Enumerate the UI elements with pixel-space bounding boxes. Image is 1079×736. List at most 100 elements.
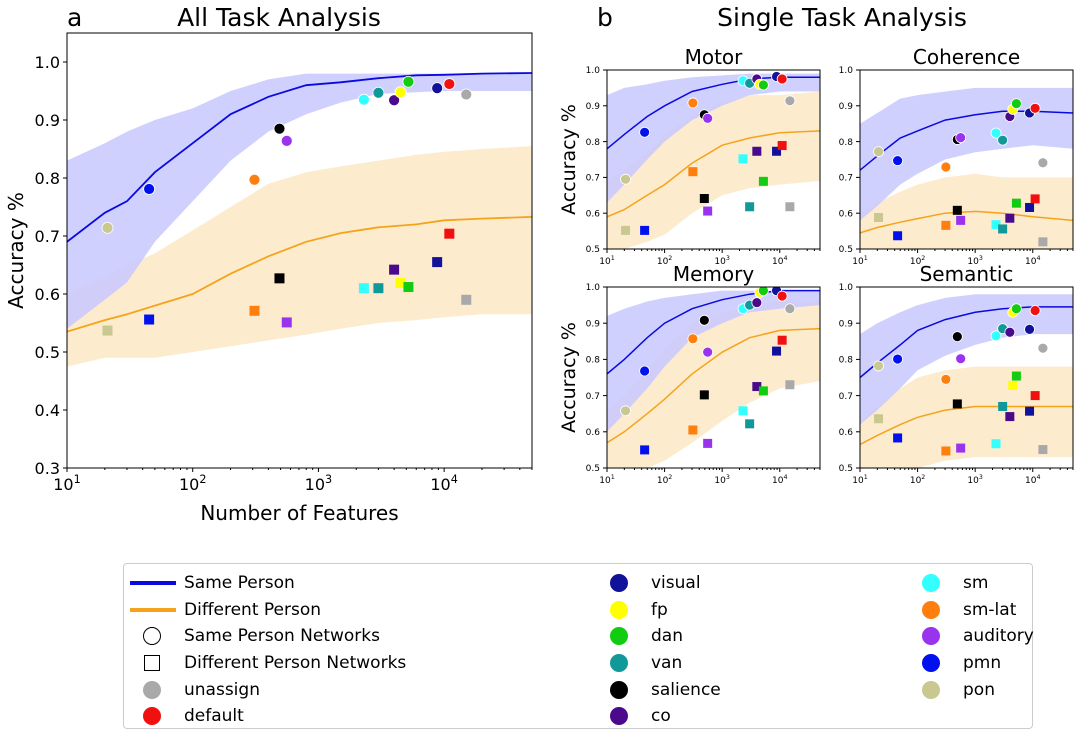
legend-item-sm: sm xyxy=(907,570,1034,597)
legend-label: pon xyxy=(963,679,995,700)
different-person-point-van xyxy=(745,419,755,429)
same-person-point-auditory xyxy=(702,346,714,358)
x-tick-label: 102 xyxy=(910,474,925,486)
panel-a-letter: a xyxy=(67,3,82,32)
different-person-point-co xyxy=(1005,412,1015,422)
legend-circle-swatch xyxy=(128,680,178,700)
x-tick-label: 103 xyxy=(305,473,332,494)
different-person-point-van xyxy=(373,283,384,294)
same-person-point-pon xyxy=(873,360,884,372)
same-person-point-auditory xyxy=(280,134,293,147)
y-tick-label: 0.5 xyxy=(586,464,600,474)
y-tick-label: 0.8 xyxy=(586,138,601,148)
x-axis-label: Number of Features xyxy=(200,501,398,525)
same-person-band xyxy=(67,73,532,329)
subplot-coherence: 0.5 0.6 0.7 0.8 0.9 1.0 101 102 103 104 Coherence xyxy=(839,45,1074,267)
different-person-band xyxy=(67,146,532,367)
legend: Same Person Different Person Same Person N… xyxy=(123,563,1034,730)
different-person-point-unassign xyxy=(461,294,472,305)
different-person-point-pon xyxy=(102,325,113,336)
legend-item-different-person: Different Person xyxy=(128,597,406,624)
different-person-line xyxy=(67,216,532,333)
different-person-point-auditory xyxy=(281,317,292,328)
y-tick-label: 0.9 xyxy=(839,319,854,329)
subplot-title: Coherence xyxy=(913,45,1020,69)
same-person-point-sm xyxy=(990,330,1002,342)
same-person-band xyxy=(860,87,1073,221)
different-person-point-sm-lat xyxy=(941,220,951,230)
same-person-point-default xyxy=(443,78,456,90)
different-person-point-unassign xyxy=(1038,445,1048,455)
different-person-point-default xyxy=(777,141,787,151)
same-person-line xyxy=(607,289,820,375)
same-person-point-pon xyxy=(620,405,631,417)
x-tick-label: 103 xyxy=(714,474,729,486)
legend-item-sm-lat: sm-lat xyxy=(907,597,1034,624)
legend-circle-swatch xyxy=(595,600,645,620)
different-person-point-default xyxy=(777,335,787,345)
same-person-point-unassign xyxy=(1037,342,1049,354)
x-tick-label: 101 xyxy=(599,474,614,486)
legend-label: auditory xyxy=(963,626,1034,647)
same-person-point-pon xyxy=(620,173,631,185)
different-person-point-visual xyxy=(1025,202,1035,212)
different-person-point-pon xyxy=(874,212,884,222)
same-person-point-default xyxy=(776,290,788,302)
different-person-point-visual xyxy=(772,346,782,356)
legend-label: sm-lat xyxy=(963,599,1017,620)
different-person-point-fp xyxy=(1008,380,1018,390)
different-person-point-dan xyxy=(758,386,768,396)
legend-circle-swatch xyxy=(907,573,957,593)
same-person-point-auditory xyxy=(955,353,967,365)
legend-item-auditory: auditory xyxy=(907,623,1034,650)
different-person-point-sm xyxy=(991,439,1001,449)
same-person-point-co xyxy=(751,297,763,308)
legend-circle-outline-swatch xyxy=(128,626,178,646)
y-axis-label: Accuracy % xyxy=(4,192,28,309)
x-tick-label: 104 xyxy=(772,474,787,486)
same-person-line xyxy=(860,306,1073,379)
legend-label: sm xyxy=(963,573,989,594)
different-person-point-default xyxy=(1030,194,1040,204)
legend-item-visual: visual xyxy=(595,570,721,597)
same-person-point-salience xyxy=(273,122,286,135)
same-person-point-auditory xyxy=(955,132,967,144)
different-person-point-sm-lat xyxy=(688,425,698,435)
different-person-point-auditory xyxy=(703,206,713,216)
different-person-point-salience xyxy=(952,205,962,215)
y-tick-label: 0.5 xyxy=(839,245,853,255)
different-person-point-sm-lat xyxy=(941,446,951,456)
same-person-point-sm-lat xyxy=(687,333,699,345)
legend-label: Different Person Networks xyxy=(184,653,407,674)
subplot-title: Semantic xyxy=(920,262,1014,286)
same-person-point-pon xyxy=(101,221,114,234)
legend-line-swatch xyxy=(128,600,178,620)
same-person-point-fp xyxy=(394,86,407,99)
same-person-point-dan xyxy=(757,287,769,297)
legend-item-pon: pon xyxy=(907,676,1034,703)
legend-label: default xyxy=(184,706,244,727)
same-person-line xyxy=(67,72,532,243)
different-person-point-pmn xyxy=(640,445,650,455)
x-tick-label: 104 xyxy=(772,255,787,267)
x-tick-label: 103 xyxy=(967,255,982,267)
y-tick-label: 0.7 xyxy=(839,392,853,402)
y-tick-label: 0.6 xyxy=(586,428,601,438)
legend-item-salience: salience xyxy=(595,676,721,703)
same-person-point-unassign xyxy=(1037,157,1049,169)
x-tick-label: 102 xyxy=(179,473,206,494)
legend-column-2: visual fp dan van salience co xyxy=(595,570,721,730)
different-person-point-visual xyxy=(1025,406,1035,416)
same-person-point-co xyxy=(388,94,401,107)
different-person-line xyxy=(607,130,820,218)
different-person-point-pmn xyxy=(893,433,903,443)
legend-label: Different Person xyxy=(184,599,322,620)
legend-item-pmn: pmn xyxy=(907,650,1034,677)
x-tick-label: 101 xyxy=(852,255,867,267)
different-person-point-unassign xyxy=(785,380,795,390)
x-tick-label: 104 xyxy=(430,473,457,494)
y-tick-label: 0.9 xyxy=(35,111,60,130)
x-tick-label: 104 xyxy=(1025,474,1040,486)
different-person-point-salience xyxy=(274,273,285,284)
different-person-point-sm xyxy=(738,406,748,416)
